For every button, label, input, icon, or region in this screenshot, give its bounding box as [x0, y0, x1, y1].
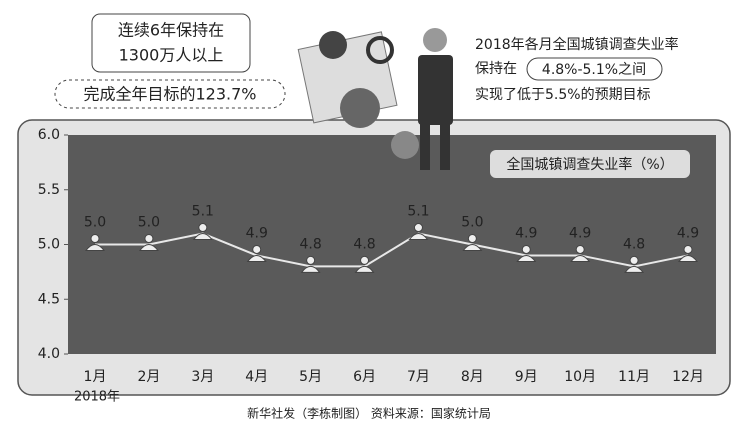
year-label: 2018年	[74, 390, 120, 405]
data-label: 5.0	[461, 215, 483, 231]
data-label: 4.8	[300, 236, 322, 252]
annotation: 4.8%-5.1%之间	[542, 62, 646, 78]
point-head	[576, 245, 584, 253]
x-tick-label: 2月	[137, 369, 160, 385]
data-label: 4.9	[246, 225, 268, 241]
source: 新华社发（李栋制图） 资料来源：国家统计局	[247, 406, 491, 421]
callout-text: 连续6年保持在	[118, 21, 224, 40]
point-head	[522, 245, 530, 253]
x-tick-label: 9月	[515, 369, 538, 385]
data-label: 4.8	[623, 236, 645, 252]
data-label: 4.9	[515, 225, 537, 241]
point-head	[468, 235, 476, 243]
x-tick-label: 12月	[672, 369, 704, 385]
data-label: 4.8	[353, 236, 375, 252]
point-head	[253, 245, 261, 253]
x-tick-label: 4月	[245, 369, 268, 385]
y-tick-label: 5.5	[38, 182, 60, 198]
x-tick-label: 5月	[299, 369, 322, 385]
callout-text: 1300万人以上	[119, 46, 224, 65]
data-label: 4.9	[677, 225, 699, 241]
point-head	[91, 235, 99, 243]
x-tick-label: 11月	[618, 369, 650, 385]
x-tick-label: 1月	[84, 369, 107, 385]
x-tick-label: 6月	[353, 369, 376, 385]
data-label: 5.1	[407, 204, 429, 220]
point-head	[145, 235, 153, 243]
y-tick-label: 4.0	[38, 346, 60, 362]
y-tick-label: 6.0	[38, 127, 60, 143]
point-head	[199, 224, 207, 232]
annotation: 保持在	[475, 61, 517, 77]
data-label: 5.0	[84, 215, 106, 231]
point-head	[414, 224, 422, 232]
point-head	[361, 256, 369, 264]
callout-text: 完成全年目标的123.7%	[83, 85, 256, 104]
point-head	[684, 245, 692, 253]
y-tick-label: 5.0	[38, 237, 60, 253]
point-head	[307, 256, 315, 264]
x-tick-label: 10月	[564, 369, 596, 385]
point-head	[630, 256, 638, 264]
data-label: 5.1	[192, 204, 214, 220]
annotation: 实现了低于5.5%的预期目标	[475, 87, 651, 103]
x-tick-label: 8月	[461, 369, 484, 385]
legend-label: 全国城镇调查失业率（%）	[506, 156, 673, 173]
x-tick-label: 3月	[191, 369, 214, 385]
data-label: 5.0	[138, 215, 160, 231]
annotation: 2018年各月全国城镇调查失业率	[475, 36, 679, 53]
infographic: 连续6年保持在 1300万人以上 完成全年目标的123.7% 2018年各月全国…	[0, 0, 739, 427]
y-tick-label: 4.5	[38, 291, 60, 307]
data-label: 4.9	[569, 225, 591, 241]
x-tick-label: 7月	[407, 369, 430, 385]
